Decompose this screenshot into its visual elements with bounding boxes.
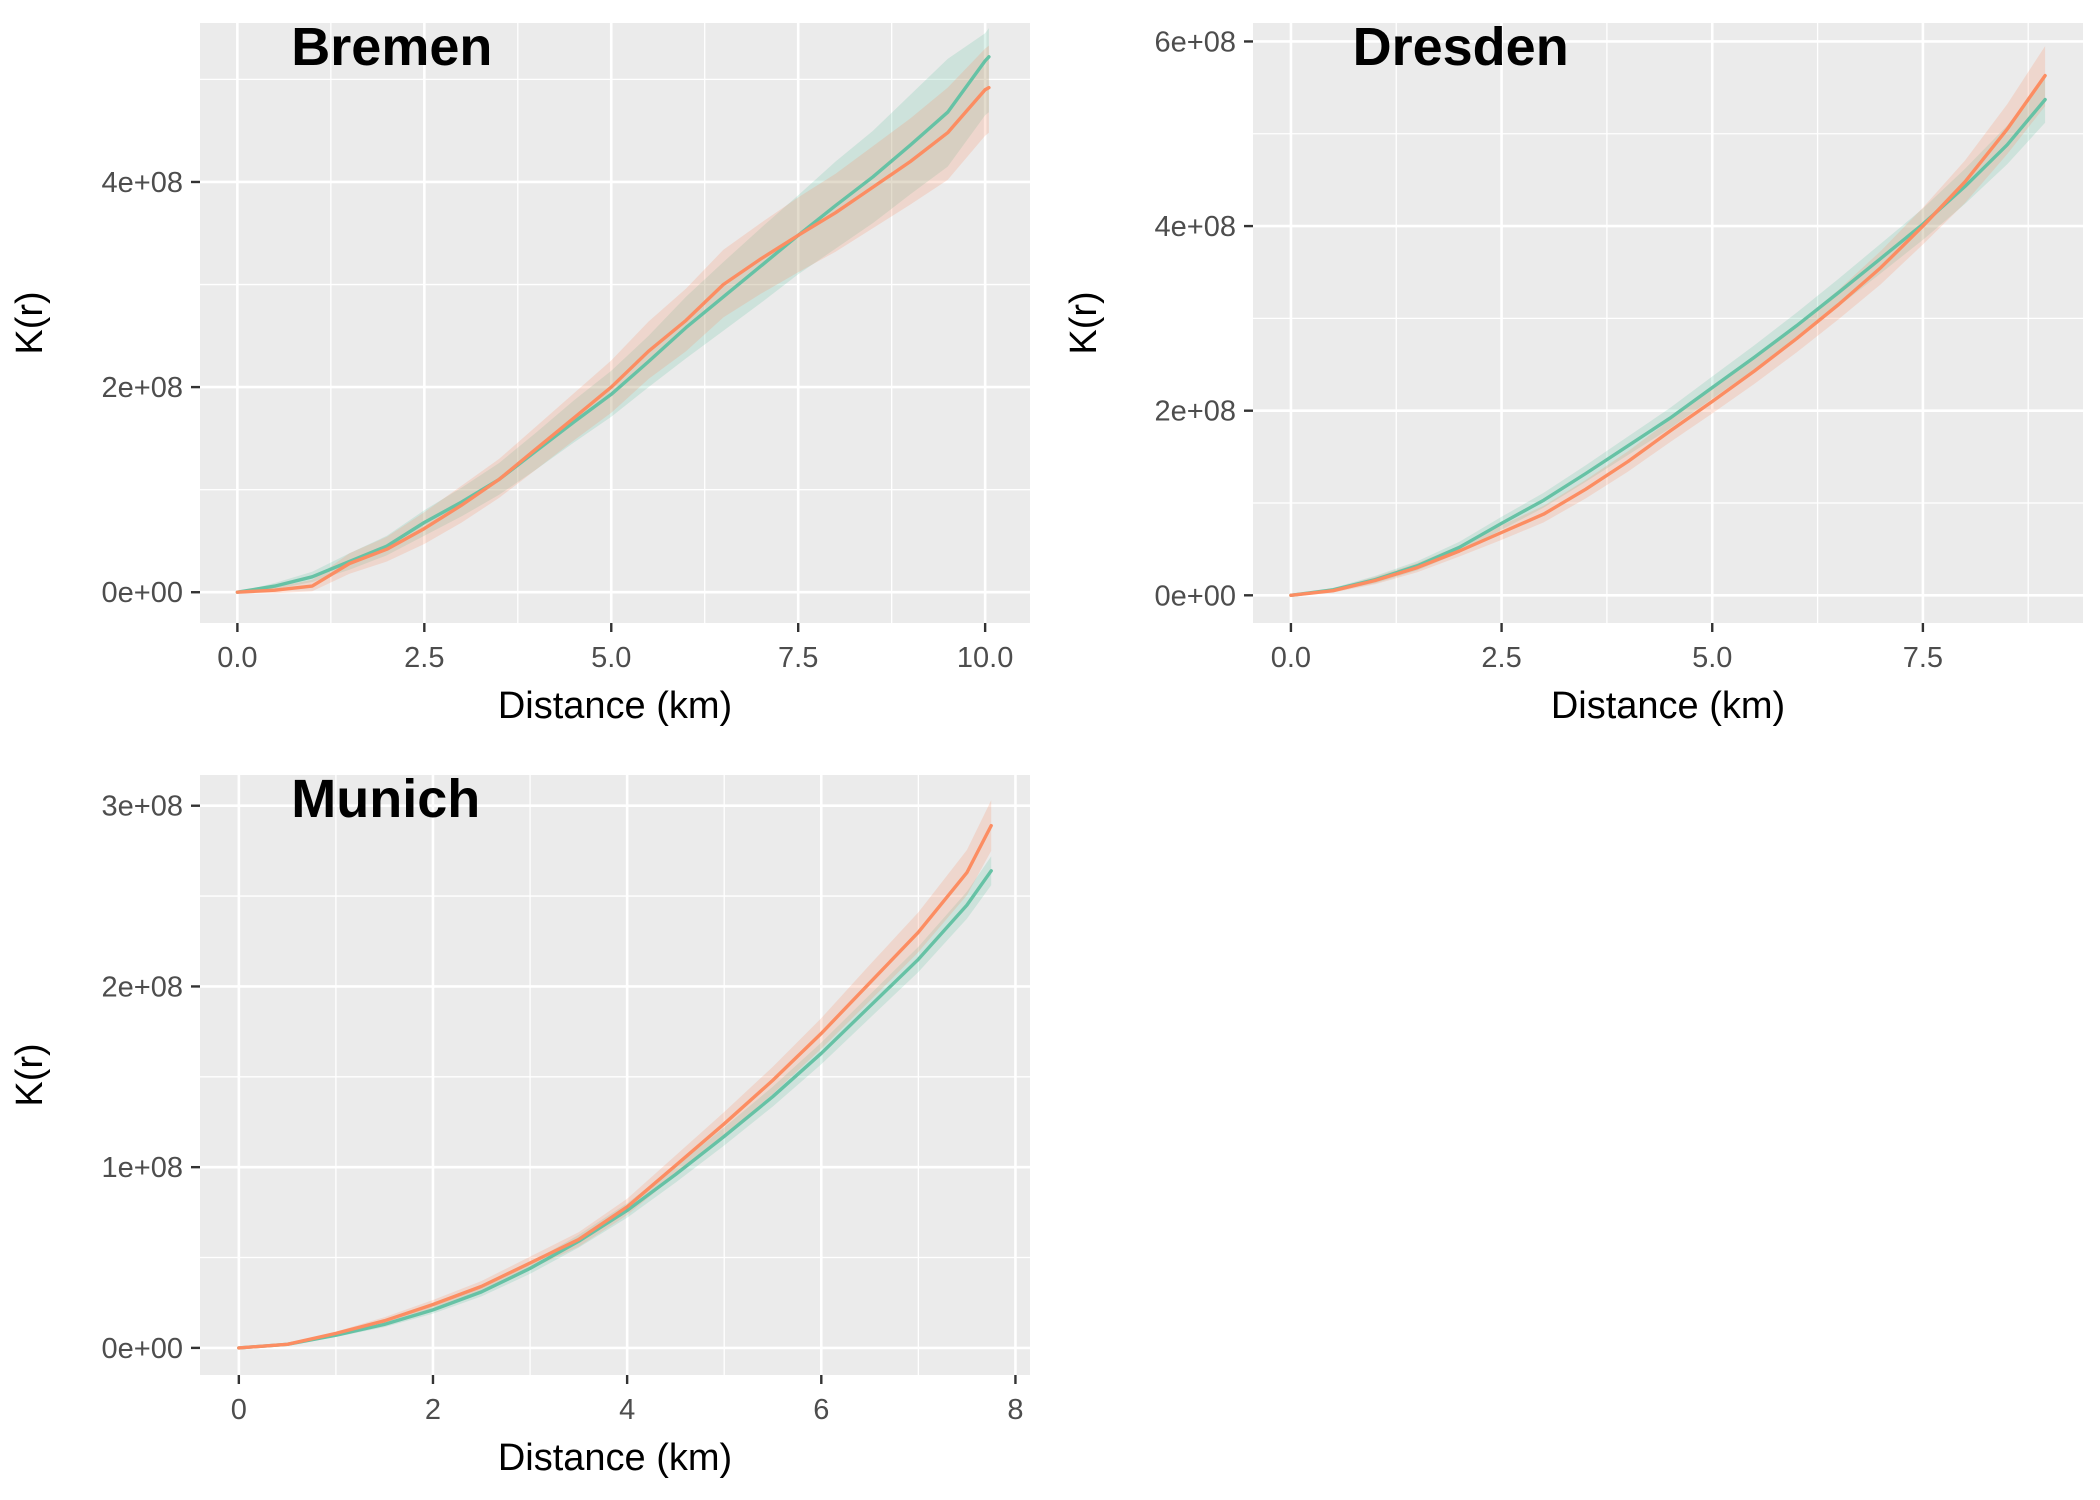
- x-tick-label: 7.5: [1903, 642, 1943, 674]
- series-2-line: [235, 85, 991, 594]
- bremen-panel: 0.0 2.5 5.0 7.5 10.0 0e+00 2e+08 4e+08 Distance …: [9, 17, 1030, 727]
- y-tick-label: 1e+08: [102, 1152, 183, 1184]
- panel-background: [200, 775, 1030, 1375]
- y-tick-label: 0e+00: [1155, 580, 1236, 612]
- y-axis-title: K(r): [1063, 291, 1105, 354]
- x-tick-label: 0.0: [217, 642, 257, 674]
- series-2-line: [1289, 73, 2047, 597]
- x-tick-label: 0: [231, 1394, 247, 1426]
- x-tick-label: 2.5: [404, 642, 444, 674]
- x-tick-label: 4: [619, 1394, 635, 1426]
- series-1-line: [237, 869, 993, 1350]
- munich-panel: 0 2 4 6 8 0e+00 1e+08 2e+08 3e+08 Distance (km) K(…: [9, 769, 1030, 1479]
- dresden-panel: 0.0 2.5 5.0 7.5 0e+00 2e+08 4e+08 6e+08 Distance…: [1063, 17, 2083, 727]
- x-tick-label: 6: [813, 1394, 829, 1426]
- x-axis-title: Distance (km): [1551, 685, 1785, 727]
- x-tick-label: 0.0: [1271, 642, 1311, 674]
- x-tick-label: 2.5: [1481, 642, 1521, 674]
- y-tick-label: 2e+08: [102, 971, 183, 1003]
- y-axis-title: K(r): [9, 291, 51, 354]
- x-tick-label: 2: [425, 1394, 441, 1426]
- y-tick-label: 6e+08: [1155, 26, 1236, 58]
- panel-background: [1253, 23, 2083, 623]
- panel-title: Dresden: [1353, 17, 1569, 77]
- y-tick-label: 4e+08: [1155, 211, 1236, 243]
- y-tick-label: 0e+00: [102, 1333, 183, 1365]
- y-tick-label: 2e+08: [102, 372, 183, 404]
- x-tick-label: 5.0: [591, 642, 631, 674]
- x-tick-label: 10.0: [957, 642, 1013, 674]
- series-2-line: [237, 823, 993, 1350]
- x-axis-title: Distance (km): [498, 1437, 732, 1479]
- y-tick-label: 3e+08: [102, 791, 183, 823]
- panel-title: Munich: [291, 769, 480, 829]
- y-axis-title: K(r): [9, 1043, 51, 1106]
- y-tick-label: 0e+00: [102, 577, 183, 609]
- x-tick-label: 5.0: [1692, 642, 1732, 674]
- y-tick-label: 4e+08: [102, 167, 183, 199]
- y-tick-label: 2e+08: [1155, 396, 1236, 428]
- series-1-line: [235, 55, 991, 594]
- x-tick-label: 7.5: [778, 642, 818, 674]
- x-axis-title: Distance (km): [498, 685, 732, 727]
- x-tick-label: 8: [1007, 1394, 1023, 1426]
- panel-title: Bremen: [291, 17, 492, 77]
